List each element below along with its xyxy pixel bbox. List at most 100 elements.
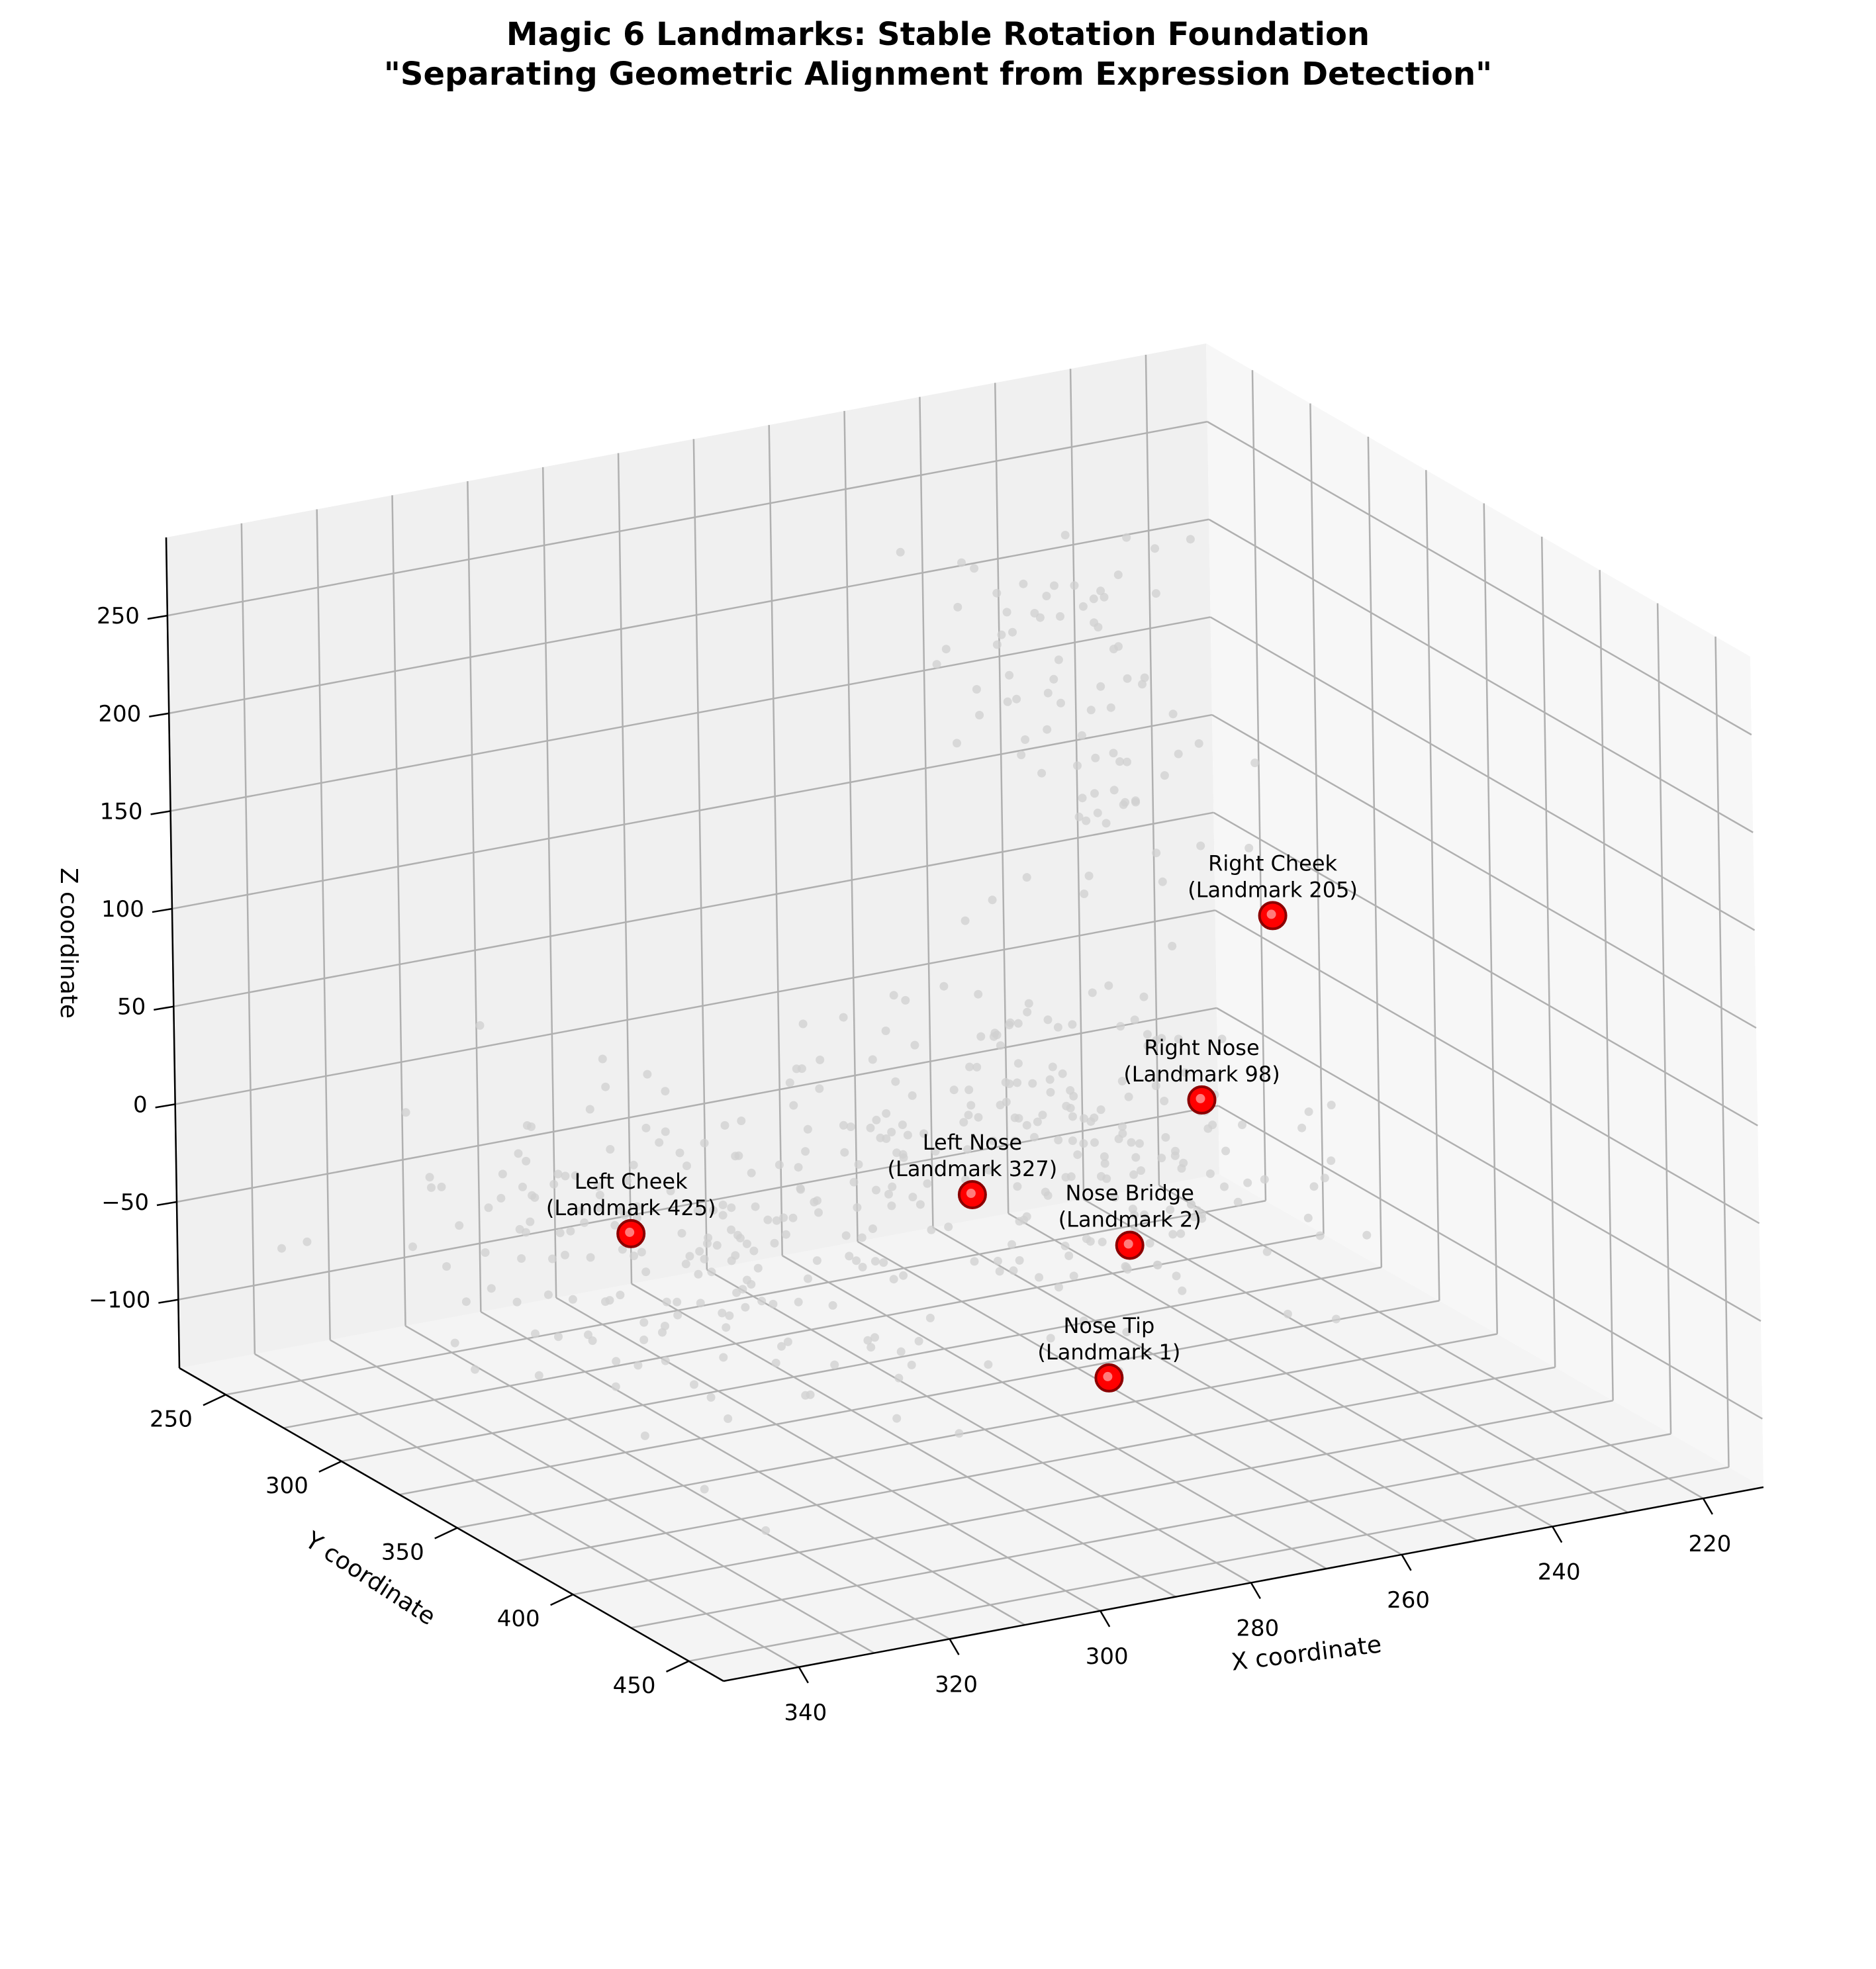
landmark-marker-highlight — [1123, 1239, 1133, 1249]
mesh-point — [749, 1246, 759, 1256]
mesh-point — [690, 1380, 698, 1389]
y-gridline — [457, 1333, 1497, 1529]
mesh-point — [1151, 589, 1160, 598]
mesh-point — [944, 1222, 953, 1232]
mesh-point — [1068, 1136, 1077, 1145]
landmark-point: Right Nose(Landmark 98) — [1123, 1035, 1280, 1115]
mesh-point — [1118, 1129, 1127, 1138]
mesh-point — [881, 1027, 890, 1035]
y-gridline — [399, 1299, 1440, 1496]
landmark-label: Nose Bridge — [1066, 1181, 1194, 1206]
mesh-point — [722, 1323, 731, 1332]
mesh-point — [879, 1258, 888, 1267]
mesh-point — [1140, 673, 1149, 682]
x-gridline — [391, 495, 406, 1326]
mesh-point — [1176, 1229, 1186, 1238]
z-tick — [155, 1103, 175, 1109]
mesh-point — [512, 1297, 522, 1306]
mesh-point — [892, 1148, 902, 1158]
mesh-point — [695, 1247, 704, 1256]
landmark-marker-highlight — [625, 1227, 635, 1237]
landmark-sublabel: (Landmark 2) — [1058, 1207, 1201, 1232]
landmark-label: Nose Tip — [1063, 1313, 1154, 1338]
mesh-point — [1208, 1121, 1217, 1130]
mesh-point — [623, 1176, 632, 1185]
z-tick — [150, 810, 171, 815]
mesh-point — [1096, 1105, 1105, 1115]
mesh-point — [1079, 1139, 1088, 1148]
mesh-point — [709, 1206, 718, 1215]
mesh-point — [974, 989, 983, 999]
y-gridline — [1656, 603, 1672, 1434]
mesh-point — [955, 1429, 964, 1438]
mesh-point — [884, 1189, 893, 1199]
mesh-point — [816, 1055, 825, 1064]
mesh-point — [812, 1256, 821, 1265]
y-gridline — [1367, 436, 1383, 1267]
mesh-point — [1070, 581, 1079, 590]
mesh-point — [914, 1336, 923, 1346]
mesh-point — [1068, 1112, 1077, 1121]
z-gridline — [1211, 713, 1757, 1029]
mesh-point — [889, 1275, 898, 1284]
mesh-point — [801, 1391, 810, 1400]
mesh-point — [1123, 674, 1132, 683]
gridlines — [165, 354, 1763, 1682]
landmark-marker-highlight — [1196, 1093, 1205, 1103]
mesh-point — [1054, 655, 1063, 664]
mesh-point — [753, 1263, 763, 1273]
mesh-point — [794, 1297, 803, 1306]
mesh-point — [425, 1173, 434, 1182]
mesh-point — [888, 1182, 897, 1191]
mesh-point — [1100, 1159, 1109, 1168]
x-gridline — [316, 509, 331, 1340]
mesh-point — [801, 1147, 810, 1156]
mesh-point — [633, 1202, 642, 1211]
z-gridline — [176, 1007, 1217, 1203]
mesh-point — [1035, 1273, 1044, 1282]
mesh-point — [1010, 1113, 1019, 1122]
mesh-point — [1058, 1069, 1067, 1078]
mesh-point — [1122, 533, 1131, 542]
x-tick — [798, 1667, 809, 1684]
axis-lines — [165, 537, 1764, 1682]
y-gridline — [283, 1233, 1324, 1429]
x-axis-line — [723, 1486, 1764, 1682]
mesh-point — [727, 1225, 735, 1234]
mesh-point — [724, 1414, 733, 1423]
mesh-point — [794, 1163, 803, 1172]
mesh-point — [1135, 1139, 1144, 1148]
x-tick — [949, 1638, 960, 1655]
mesh-point — [966, 1101, 976, 1110]
mesh-point — [896, 547, 905, 557]
mesh-point — [1082, 1234, 1091, 1244]
mesh-point — [1131, 1153, 1141, 1162]
mesh-point — [1158, 877, 1167, 886]
mesh-point — [992, 588, 1002, 598]
mesh-point — [1102, 819, 1111, 828]
y-gridline — [341, 1266, 1382, 1463]
mesh-point — [949, 1085, 959, 1095]
mesh-point — [481, 1248, 490, 1257]
mesh-point — [1019, 579, 1028, 588]
mesh-point — [515, 1224, 524, 1234]
mesh-point — [526, 1217, 535, 1226]
x-tick-label: 280 — [1236, 1615, 1279, 1641]
mesh-point — [990, 1029, 1000, 1038]
mesh-point — [1033, 1117, 1042, 1126]
mesh-point — [867, 1343, 876, 1352]
y-tick-label: 400 — [497, 1606, 540, 1632]
mesh-point — [700, 1138, 709, 1148]
x-gridline — [240, 523, 256, 1354]
mesh-point — [908, 1193, 917, 1202]
mesh-point — [957, 558, 966, 567]
mesh-point — [1077, 731, 1086, 740]
z-tick-label: 250 — [97, 603, 140, 629]
mesh-point — [1073, 761, 1082, 770]
mesh-point — [959, 1118, 968, 1127]
mesh-point — [899, 1271, 908, 1280]
z-tick-label: −100 — [89, 1287, 150, 1314]
mesh-point — [737, 1117, 746, 1125]
mesh-point — [1168, 710, 1178, 719]
mesh-point — [1196, 841, 1205, 850]
